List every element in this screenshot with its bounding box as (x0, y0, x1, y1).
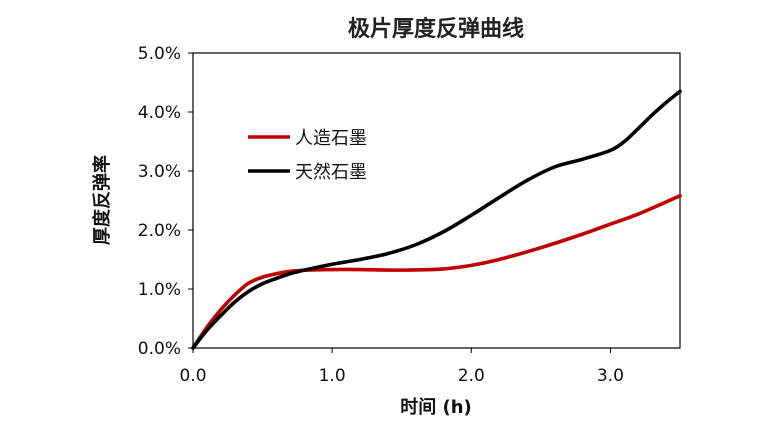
y-tick-label: 0.0% (138, 339, 181, 359)
y-tick-label: 3.0% (138, 162, 181, 182)
natural-graphite-line (191, 89, 682, 350)
tick-labels: 0.0% 1.0% 2.0% 3.0% 4.0% 5.0% 0.0 1.0 2.0 3.0 (138, 44, 624, 386)
legend-item-natural-graphite: 天然石墨 (248, 162, 367, 183)
x-tick-label: 2.0 (458, 366, 485, 386)
y-tick-label: 4.0% (138, 103, 181, 123)
y-tick-label: 1.0% (138, 280, 181, 300)
y-tick-label: 2.0% (138, 221, 181, 241)
legend-label: 天然石墨 (295, 162, 367, 183)
legend-label: 人造石墨 (295, 128, 367, 149)
y-axis-label: 厚度反弹率 (91, 155, 113, 245)
plot-area (192, 52, 681, 349)
x-axis-label: 时间 (h) (400, 397, 472, 418)
x-tick-label: 3.0 (597, 366, 624, 386)
legend-item-artificial-graphite: 人造石墨 (248, 128, 367, 149)
y-tick-label: 5.0% (138, 44, 181, 64)
x-tick-label: 1.0 (319, 366, 346, 386)
chart-title: 极片厚度反弹曲线 (348, 16, 524, 42)
artificial-graphite-line (191, 193, 682, 350)
series-lines (191, 89, 682, 350)
x-tick-label: 0.0 (179, 366, 206, 386)
